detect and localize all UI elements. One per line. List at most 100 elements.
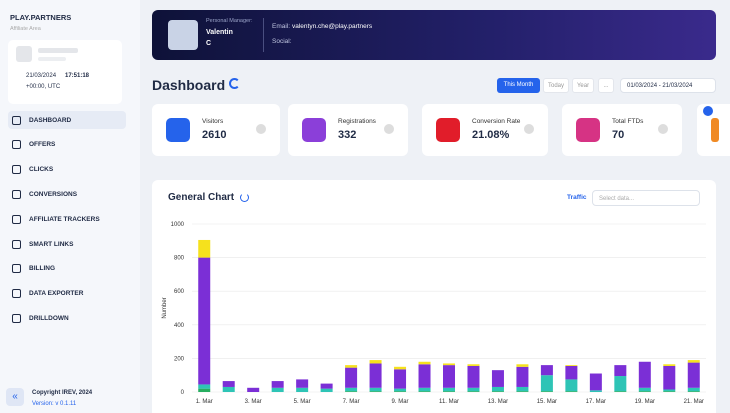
x-tick-label: 3. Mar <box>245 399 262 405</box>
bar-segment <box>345 387 358 392</box>
refresh-icon[interactable] <box>229 78 240 89</box>
y-tick-label: 1000 <box>171 222 185 228</box>
bar-segment <box>467 364 480 366</box>
manager-avatar <box>168 20 198 50</box>
bar-segment <box>296 379 309 388</box>
divider <box>263 18 264 52</box>
bar-segment <box>491 370 504 387</box>
x-tick-label: 17. Mar <box>586 399 606 405</box>
collapse-button[interactable]: « <box>6 388 24 406</box>
panel-title: General Chart <box>168 192 235 203</box>
menu-label: OFFERS <box>29 141 56 149</box>
card-label: Conversion Rate <box>472 118 521 125</box>
menu-label: CLICKS <box>29 166 54 174</box>
card-value: 70 <box>612 129 625 141</box>
bar-segment <box>467 391 480 392</box>
menu-label: SMART LINKS <box>29 240 74 248</box>
bar-segment <box>565 379 578 392</box>
bar-segment <box>638 361 651 388</box>
settings-button[interactable] <box>703 106 713 116</box>
refresh-icon[interactable] <box>240 193 249 202</box>
email: valentyn.che@play.partners <box>292 23 373 30</box>
period-tab[interactable]: Today <box>543 78 569 93</box>
bar-segment <box>198 388 211 392</box>
stat-card: Conversion Rate 21.08% <box>422 104 548 156</box>
y-tick-label: 200 <box>174 356 185 362</box>
menu-icon <box>12 239 21 249</box>
menu-item[interactable]: DASHBOARD <box>8 111 126 129</box>
manager-label: Personal Manager: <box>206 18 253 24</box>
bar-segment <box>638 387 651 392</box>
bar-segment <box>663 364 676 366</box>
avatar <box>16 46 32 62</box>
period-tab[interactable]: Year <box>572 78 594 93</box>
menu-item[interactable]: CONVERSIONS <box>8 185 126 203</box>
bar-segment <box>443 363 455 366</box>
menu-icon <box>12 189 21 199</box>
bar-segment <box>614 391 627 392</box>
menu-label: DASHBOARD <box>29 116 72 124</box>
bar-segment <box>614 365 627 377</box>
menu-item[interactable]: OFFERS <box>8 136 126 154</box>
sidebar: PLAY.PARTNERS Affiliate Area 21/03/2024 … <box>0 0 140 413</box>
bar-segment <box>418 361 431 365</box>
bar-segment <box>516 386 529 392</box>
bar-segment <box>540 391 553 392</box>
menu-item[interactable]: DRILLDOWN <box>8 309 126 327</box>
info-icon <box>658 124 668 134</box>
menu-item[interactable]: CLICKS <box>8 161 126 179</box>
menu-label: AFFILIATE TRACKERS <box>29 215 100 223</box>
card-label: Registrations <box>338 118 376 125</box>
bar-segment <box>247 387 260 392</box>
period-tab[interactable]: This Month <box>497 78 540 93</box>
bar-segment <box>222 381 235 387</box>
bar-segment <box>418 387 431 392</box>
x-tick-label: 5. Mar <box>294 399 311 405</box>
card-value: 21.08% <box>472 129 510 141</box>
card-icon <box>711 118 719 142</box>
bar-segment <box>394 369 407 389</box>
bar-segment <box>443 391 455 392</box>
bar-segment <box>320 383 333 389</box>
period-tab[interactable]: ... <box>598 78 614 93</box>
bar-segment <box>614 376 627 392</box>
bar-segment <box>369 391 382 392</box>
bar-segment <box>589 373 602 391</box>
stat-card: Registrations 332 <box>288 104 408 156</box>
copyright: Copyright IREV, 2024 <box>32 390 93 396</box>
card-icon <box>166 118 190 142</box>
version: Version: v 0.1.11 <box>32 401 77 407</box>
card-value: 2610 <box>202 129 227 141</box>
y-tick-label: 400 <box>174 323 185 329</box>
bar-segment <box>418 364 431 388</box>
bar-segment <box>296 387 309 392</box>
menu-item[interactable]: BILLING <box>8 260 126 278</box>
menu-icon <box>12 313 21 323</box>
menu-item[interactable]: DATA EXPORTER <box>8 285 126 303</box>
card-icon <box>302 118 326 142</box>
filter-select[interactable]: Select data... <box>592 190 700 206</box>
x-tick-label: 7. Mar <box>343 399 360 405</box>
bar-segment <box>198 257 211 385</box>
menu-item[interactable]: SMART LINKS <box>8 235 126 253</box>
menu-item[interactable]: AFFILIATE TRACKERS <box>8 210 126 228</box>
bar-segment <box>491 386 504 392</box>
bar-segment <box>516 364 529 367</box>
bar-segment <box>687 360 700 363</box>
blurred-name <box>38 48 78 53</box>
manager-first: Valentin <box>206 29 233 36</box>
bar-segment <box>516 391 529 392</box>
x-tick-label: 13. Mar <box>488 399 508 405</box>
card-icon <box>436 118 460 142</box>
bar-segment <box>687 391 700 392</box>
date-range[interactable]: 01/03/2024 - 21/03/2024 <box>620 78 716 93</box>
bar-segment <box>540 375 553 392</box>
menu-icon <box>12 140 21 150</box>
stat-card: Visitors 2610 <box>152 104 280 156</box>
bar-segment <box>467 387 480 392</box>
bar-segment <box>687 387 700 392</box>
menu-label: DRILLDOWN <box>29 314 69 322</box>
social-label: Social: <box>272 38 292 45</box>
bar-segment <box>345 391 358 392</box>
menu-icon <box>12 214 21 224</box>
